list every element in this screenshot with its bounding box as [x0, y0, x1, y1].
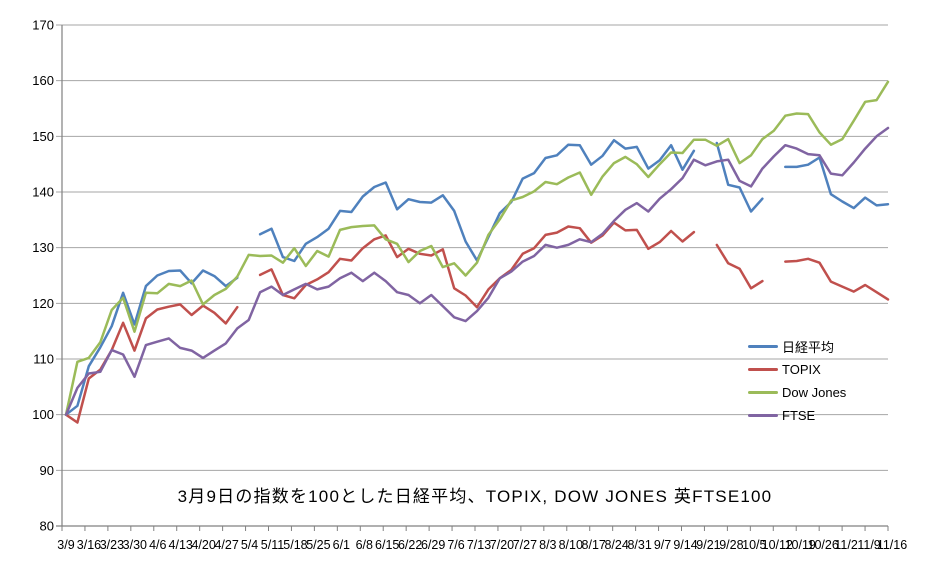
svg-text:9/14: 9/14: [673, 538, 697, 552]
gridlines: [56, 24, 888, 527]
svg-text:7/27: 7/27: [513, 538, 537, 552]
svg-text:11/2: 11/2: [834, 538, 857, 552]
legend-item-dow-jones: Dow Jones: [748, 381, 846, 404]
axes: [56, 25, 889, 531]
svg-text:9/21: 9/21: [696, 538, 720, 552]
svg-text:9/28: 9/28: [719, 538, 743, 552]
svg-text:6/29: 6/29: [421, 538, 445, 552]
svg-text:11/9: 11/9: [857, 538, 880, 552]
svg-text:3/30: 3/30: [123, 538, 147, 552]
legend-label-ftse: FTSE: [782, 408, 816, 423]
svg-text:110: 110: [33, 352, 54, 367]
svg-text:3/16: 3/16: [77, 538, 101, 552]
svg-text:4/27: 4/27: [214, 538, 238, 552]
svg-text:4/13: 4/13: [169, 538, 193, 552]
svg-text:8/24: 8/24: [604, 538, 628, 552]
svg-text:10/26: 10/26: [808, 538, 839, 552]
y-axis-labels: 170 160 150 140 130 120 110 100 90 80: [32, 18, 54, 534]
svg-text:8/3: 8/3: [539, 538, 556, 552]
svg-text:8/17: 8/17: [582, 538, 606, 552]
svg-text:8/10: 8/10: [559, 538, 583, 552]
svg-text:6/15: 6/15: [375, 538, 399, 552]
series-line-dow-jones: [64, 80, 890, 416]
svg-text:5/18: 5/18: [283, 538, 307, 552]
svg-text:5/11: 5/11: [261, 538, 284, 552]
svg-text:8/31: 8/31: [627, 538, 651, 552]
svg-text:7/13: 7/13: [467, 538, 491, 552]
svg-text:3/9: 3/9: [57, 538, 74, 552]
svg-text:4/20: 4/20: [191, 538, 215, 552]
svg-text:3/23: 3/23: [100, 538, 124, 552]
legend: 日経平均 TOPIX Dow Jones FTSE: [748, 335, 846, 427]
svg-text:160: 160: [32, 73, 54, 88]
svg-text:5/25: 5/25: [306, 538, 330, 552]
chart-caption: 3月9日の指数を100とした日経平均、TOPIX, DOW JONES 英FTS…: [177, 487, 773, 506]
legend-item-topix: TOPIX: [748, 358, 846, 381]
legend-line-sample-topix: [748, 367, 778, 372]
svg-text:6/22: 6/22: [398, 538, 422, 552]
svg-text:130: 130: [32, 240, 54, 255]
svg-text:6/1: 6/1: [333, 538, 350, 552]
x-axis-labels: 3/9 3/163/233/30 4/6 4/134/204/27 5/4 5/11 5/1…: [57, 538, 907, 552]
svg-text:120: 120: [32, 296, 54, 311]
svg-text:9/7: 9/7: [654, 538, 671, 552]
series-line-topix: [64, 221, 890, 424]
svg-text:170: 170: [32, 18, 54, 33]
legend-label-nikkei: 日経平均: [782, 340, 835, 355]
svg-text:10/12: 10/12: [762, 538, 793, 552]
svg-text:7/6: 7/6: [447, 538, 464, 552]
svg-text:4/6: 4/6: [149, 538, 166, 552]
svg-text:11/16: 11/16: [877, 538, 907, 552]
svg-text:5/4: 5/4: [241, 538, 258, 552]
legend-line-sample-dow-jones: [748, 390, 778, 395]
legend-item-nikkei: 日経平均: [748, 335, 846, 358]
svg-text:150: 150: [32, 129, 54, 144]
legend-line-sample-ftse: [748, 413, 778, 418]
series-line-ftse: [64, 126, 890, 416]
svg-text:7/20: 7/20: [490, 538, 514, 552]
legend-item-ftse: FTSE: [748, 404, 846, 427]
legend-label-dow-jones: Dow Jones: [782, 385, 847, 400]
svg-text:100: 100: [32, 407, 54, 422]
svg-text:140: 140: [32, 185, 54, 200]
svg-text:10/19: 10/19: [785, 538, 816, 552]
svg-text:80: 80: [40, 519, 54, 534]
svg-text:10/5: 10/5: [742, 538, 766, 552]
legend-label-topix: TOPIX: [782, 362, 821, 377]
svg-text:6/8: 6/8: [356, 538, 373, 552]
svg-text:90: 90: [40, 463, 54, 478]
legend-line-sample-nikkei: [748, 344, 778, 349]
